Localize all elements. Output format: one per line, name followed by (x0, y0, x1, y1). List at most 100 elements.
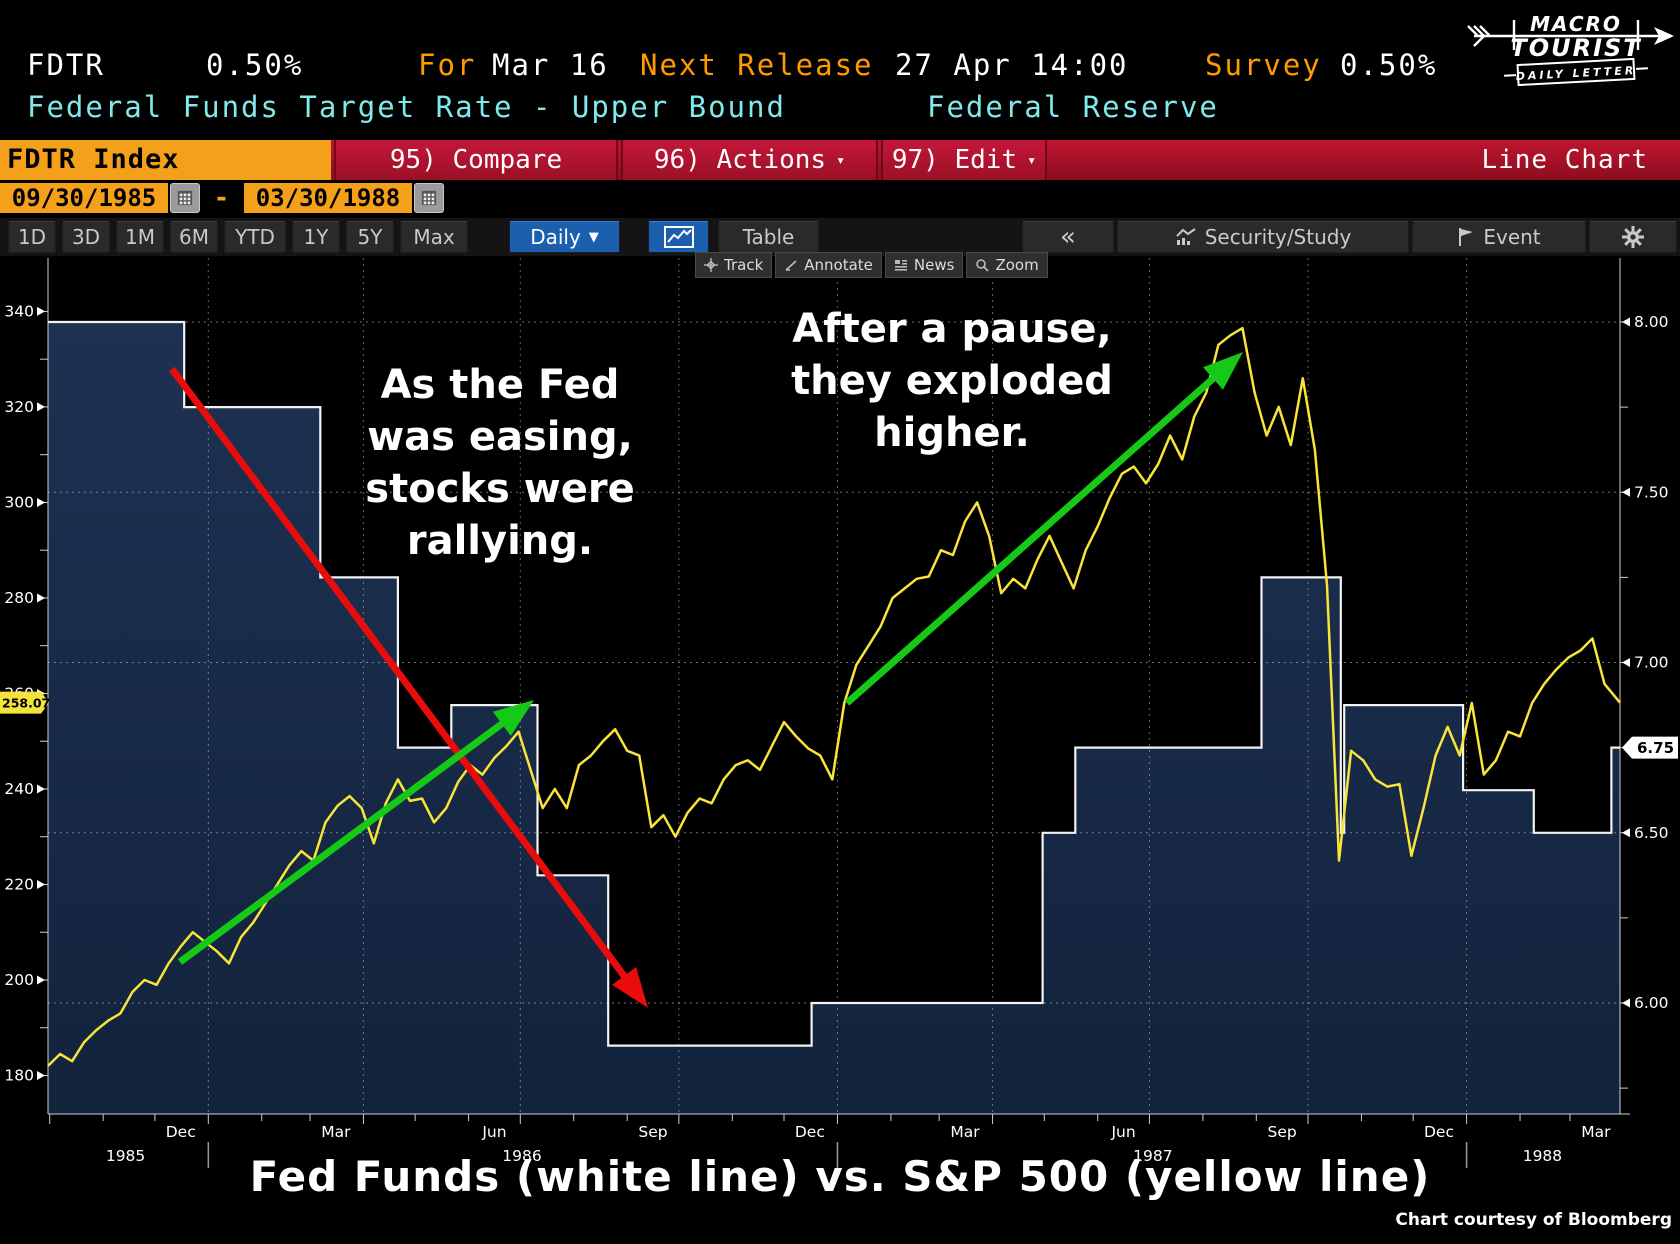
chart-tools-bar: Track Annotate News Zoom (695, 252, 1048, 278)
compare-button[interactable]: 95) Compare (334, 140, 618, 180)
svg-text:340: 340 (4, 302, 34, 320)
line-chart-view-button[interactable] (648, 221, 709, 253)
event-button[interactable]: Event (1412, 221, 1586, 253)
tool-zoom-button[interactable]: Zoom (966, 252, 1048, 278)
macro-tourist-logo: MACRO TOURIST DAILY LETTER (1467, 12, 1674, 87)
tool-label: Annotate (804, 256, 873, 274)
svg-text:6.75: 6.75 (1637, 739, 1674, 757)
security-study-button[interactable]: Security/Study (1117, 221, 1409, 253)
security-source: Federal Reserve (927, 90, 1219, 124)
next-release-label: Next Release (640, 48, 874, 82)
table-label: Table (742, 225, 795, 249)
sp500-last-value-badge (0, 691, 49, 714)
svg-text:7.00: 7.00 (1634, 654, 1669, 672)
bloomberg-credit: Chart courtesy of Bloomberg (1395, 1210, 1672, 1230)
svg-text:258.07: 258.07 (2, 696, 50, 711)
compare-label: 95) Compare (389, 145, 563, 175)
start-date-calendar-button[interactable] (170, 183, 200, 213)
quote-bar: FDTR 0.50% For Mar 16 Next Release 27 Ap… (0, 48, 1680, 88)
logo-arrow-head (1654, 27, 1674, 45)
calendar-icon (177, 190, 193, 206)
svg-text:Sep: Sep (638, 1123, 667, 1141)
chart-plot-area[interactable] (48, 258, 1620, 1114)
study-chart-icon (1175, 228, 1196, 245)
range-1y-button[interactable]: 1Y (292, 221, 340, 253)
line-chart-icon (663, 226, 694, 248)
next-release-value: 27 Apr 14:00 (895, 48, 1129, 82)
annotate-pencil-icon (785, 260, 797, 271)
actions-button[interactable]: 96) Actions ▾ (621, 140, 878, 180)
edit-label: 97) Edit (891, 145, 1018, 175)
range-ytd-button[interactable]: YTD (224, 221, 286, 253)
range-5y-button[interactable]: 5Y (346, 221, 394, 253)
crosshair-icon (704, 258, 718, 272)
range-max-button[interactable]: Max (400, 221, 468, 253)
edit-button[interactable]: 97) Edit ▾ (881, 140, 1047, 180)
event-label: Event (1483, 225, 1541, 249)
survey-label: Survey (1205, 48, 1322, 82)
tool-annotate-button[interactable]: Annotate (775, 252, 882, 278)
svg-text:Mar: Mar (321, 1123, 351, 1141)
logo-line2: TOURIST (1510, 34, 1641, 62)
quote-bar-line2: Federal Funds Target Rate - Upper Bound … (0, 90, 1680, 130)
svg-text:6.00: 6.00 (1634, 994, 1669, 1012)
fed-funds-last-value-badge (1622, 736, 1678, 759)
chart-toolbar: 1D 3D 1M 6M YTD 1Y 5Y Max Daily ▼ Table « Secur… (0, 218, 1680, 256)
date-range-row: - (0, 182, 1680, 216)
command-bar: FDTR Index 95) Compare 96) Actions ▾ 97) Ed… (0, 140, 1680, 180)
svg-text:200: 200 (4, 971, 34, 989)
security-description: Federal Funds Target Rate - Upper Bound (27, 90, 786, 124)
range-1d-button[interactable]: 1D (8, 221, 56, 253)
chevron-down-icon: ▾ (1027, 151, 1037, 169)
news-icon (894, 260, 907, 271)
logo-banner: DAILY LETTER (1504, 57, 1648, 87)
logo-line1: MACRO (1530, 12, 1622, 36)
survey-value: 0.50% (1340, 48, 1438, 82)
svg-text:220: 220 (4, 875, 34, 893)
chevron-down-icon: ▾ (836, 151, 846, 169)
date-range-separator: - (216, 183, 227, 213)
svg-text:280: 280 (4, 589, 34, 607)
svg-text:Mar: Mar (950, 1123, 980, 1141)
svg-text:Mar: Mar (1581, 1123, 1611, 1141)
security-field[interactable]: FDTR Index (0, 140, 331, 180)
period-dropdown[interactable]: Daily ▼ (509, 221, 620, 253)
chevron-down-icon: ▼ (588, 229, 599, 245)
magnifier-icon (976, 259, 990, 272)
collapse-panel-button[interactable]: « (1022, 221, 1114, 253)
tool-label: Zoom (995, 256, 1039, 274)
for-label: For (418, 48, 477, 82)
tool-news-button[interactable]: News (884, 252, 964, 278)
svg-text:180: 180 (4, 1067, 34, 1085)
svg-text:Jun: Jun (481, 1123, 506, 1141)
chart-caption: Fed Funds (white line) vs. S&P 500 (yell… (249, 1152, 1431, 1201)
logo-banner-text: DAILY LETTER (1516, 64, 1637, 83)
range-6m-button[interactable]: 6M (170, 221, 218, 253)
tool-label: Track (724, 256, 764, 274)
end-date-calendar-button[interactable] (414, 183, 444, 213)
chart-type-label: Line Chart (1481, 145, 1648, 175)
flag-icon (1459, 228, 1474, 246)
svg-text:Dec: Dec (1424, 1123, 1454, 1141)
end-date-input[interactable] (244, 183, 412, 213)
gear-icon (1622, 226, 1644, 248)
range-3d-button[interactable]: 3D (62, 221, 110, 253)
settings-button[interactable] (1589, 221, 1677, 253)
table-view-button[interactable]: Table (718, 221, 819, 253)
svg-text:8.00: 8.00 (1634, 313, 1669, 331)
calendar-icon (421, 190, 437, 206)
svg-text:7.50: 7.50 (1634, 483, 1669, 501)
svg-text:Dec: Dec (166, 1123, 196, 1141)
tool-track-button[interactable]: Track (695, 252, 773, 278)
svg-text:6.50: 6.50 (1634, 824, 1669, 842)
double-chevron-left-icon: « (1060, 222, 1076, 252)
svg-text:Sep: Sep (1268, 1123, 1297, 1141)
svg-text:320: 320 (4, 398, 34, 416)
start-date-input[interactable] (0, 183, 168, 213)
svg-text:Dec: Dec (795, 1123, 825, 1141)
range-1m-button[interactable]: 1M (116, 221, 164, 253)
security-study-label: Security/Study (1204, 225, 1352, 249)
svg-text:240: 240 (4, 780, 34, 798)
period-label: Daily (530, 225, 581, 249)
